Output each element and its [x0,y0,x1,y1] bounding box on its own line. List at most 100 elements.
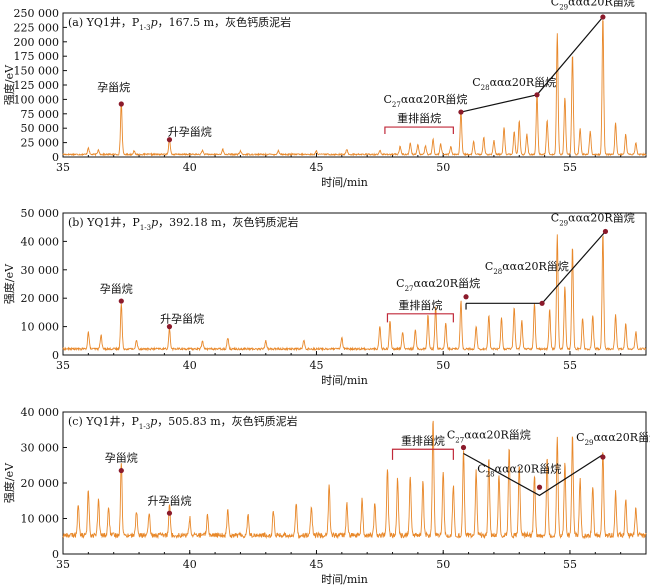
panel-c: 35 40 45 50 55 0 10 000 20 000 30 000 40 000 时间/mi… [2,406,650,586]
peak-label-text: ααα20R甾烷 [495,461,562,475]
x-tick-label: 35 [56,359,70,372]
peak-label: C28ααα20R甾烷 [485,259,569,276]
peak-label: C28ααα20R甾烷 [477,461,561,478]
y-tick-label: 30 000 [21,442,60,455]
peak-label-prefix: C [447,428,455,441]
peak-label-text: ααα20R甾烷 [568,0,635,9]
peak-marker [118,101,124,107]
y-tick-label: 10 000 [21,321,60,334]
x-tick-label: 35 [56,558,70,571]
bracket-label: 重排甾烷 [398,298,442,312]
y-tick-label: 20 000 [21,477,60,490]
y-tick-label: 50 000 [21,207,60,220]
y-tick-label: 0 [52,349,59,362]
peak-label: 孕甾烷 [100,282,133,296]
peak-label: 孕甾烷 [97,80,130,94]
panel-title-subscript: 1-3 [139,423,150,431]
y-tick-label: 75 000 [21,108,60,121]
peak-label: C27ααα20R甾烷 [384,92,468,109]
y-axis-label: 强度/eV [2,263,16,304]
panel-title-part: (a) YQ1井，P [68,15,140,29]
x-tick-label: 45 [309,359,323,372]
panel-title: (b) YQ1井，P1-3p，392.18 m，灰色钙质泥岩 [68,215,299,232]
peak-label-text: ααα20R甾烷 [464,427,531,441]
peak-label-subscript: 29 [559,220,568,228]
peak-marker [539,300,545,306]
y-tick-label: 100 000 [14,93,60,106]
peak-label-text: ααα20R甾烷 [490,75,557,89]
y-tick-label: 40 000 [21,235,60,248]
panel-title: (c) YQ1井，P1-3p，505.83 m，灰色钙质泥岩 [68,414,298,431]
y-tick-label: 175 000 [14,50,60,63]
x-axis-label: 时间/min [321,573,368,586]
x-axis-label: 时间/min [321,176,368,189]
peak-label-prefix: C [477,462,485,475]
x-tick-label: 55 [563,359,577,372]
peak-marker [463,294,469,300]
sterane-trend-line [460,16,604,113]
peak-marker [460,444,467,451]
peak-marker [166,324,173,330]
x-tick-label: 35 [56,161,70,174]
peak-marker [600,454,606,460]
peak-marker [118,467,124,474]
peak-label-text: ααα20R甾烷 [414,276,481,290]
chromatogram-trace [62,420,647,540]
rearranged-sterane-bracket [391,448,454,460]
panel-title-part: ，505.83 m，灰色钙质泥岩 [157,414,297,428]
panel-title-part: (b) YQ1井，P [68,215,140,229]
y-tick-label: 0 [52,548,59,561]
peak-label: 升孕甾烷 [168,125,212,139]
panel-title-part: ，392.18 m，灰色钙质泥岩 [158,215,298,229]
peak-label-text: ααα20R甾烷 [594,430,650,444]
peak-label: C28ααα20R甾烷 [472,75,556,92]
panel-title-italic: p [150,415,157,428]
x-tick-label: 50 [436,359,450,372]
y-tick-label: 125 000 [14,79,60,92]
peak-label-subscript: 28 [493,268,502,276]
peak-label: 孕甾烷 [105,451,138,465]
peak-label: 升孕甾烷 [160,311,204,325]
panel-title-italic: p [151,216,158,229]
peak-label: C29ααα20R甾烷 [551,211,635,228]
peak-label: C29ααα20R甾烷 [551,0,635,12]
peak-marker [536,484,543,490]
panel-title: (a) YQ1井，P1-3p，167.5 m，灰色钙质泥岩 [68,15,291,32]
panel-b: 35 40 45 50 55 0 10 000 20 000 30 000 40 000 50 00… [2,207,647,387]
chromatogram-trace [62,234,647,352]
peak-marker [458,109,464,115]
y-tick-label: 10 000 [21,513,60,526]
peak-label-prefix: C [551,212,559,225]
peak-label-text: ααα20R甾烷 [502,259,569,273]
peak-label-subscript: 28 [481,84,490,92]
peak-marker [600,14,606,20]
chromatogram-trace [62,20,647,157]
peak-marker [166,510,173,516]
peak-label: C27ααα20R甾烷 [396,276,480,293]
y-tick-label: 50 000 [21,122,60,135]
peak-label-prefix: C [576,431,584,444]
peak-label-subscript: 27 [392,101,401,109]
y-tick-label: 225 000 [14,21,60,34]
peak-label-prefix: C [472,76,480,89]
peak-label-subscript: 29 [585,439,594,447]
x-tick-label: 45 [309,558,323,571]
x-tick-label: 50 [436,558,450,571]
peak-label: C27ααα20R甾烷 [447,427,531,444]
y-axis-label: 强度/eV [2,462,16,503]
x-tick-label: 55 [563,558,577,571]
peak-label-prefix: C [384,93,392,106]
peak-label-text: ααα20R甾烷 [401,92,468,106]
y-axis-label: 强度/eV [2,64,16,105]
y-tick-label: 0 [52,151,59,164]
peak-label-prefix: C [396,277,404,290]
panel-title-subscript: 1-3 [139,24,150,32]
peak-marker [534,92,540,98]
peak-marker [118,298,124,304]
y-tick-label: 20 000 [21,292,60,305]
bracket-label: 重排甾烷 [397,111,441,125]
peak-label-text: ααα20R甾烷 [568,211,635,225]
peak-label: 升孕甾烷 [147,493,191,507]
